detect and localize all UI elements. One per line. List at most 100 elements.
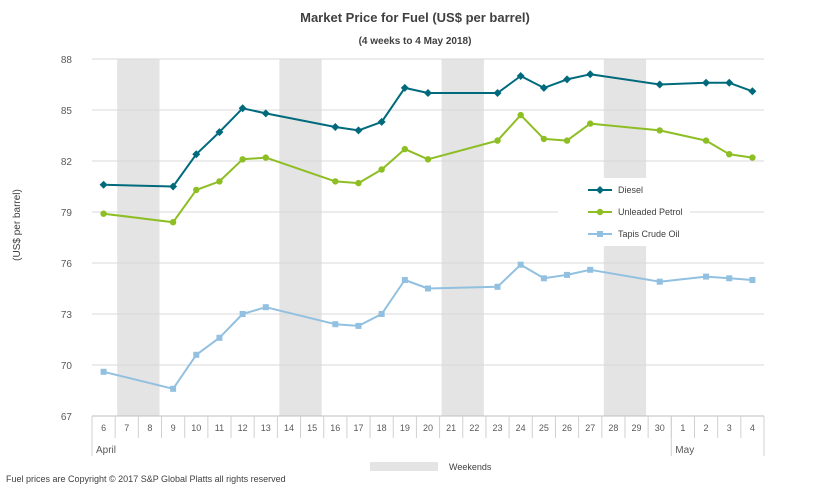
y-tick-73: 73 xyxy=(61,310,73,321)
point-tapis-crude-oil-15 xyxy=(587,266,594,273)
point-tapis-crude-oil-18 xyxy=(726,275,733,282)
point-unleaded-petrol-12 xyxy=(517,111,524,119)
point-diesel-7 xyxy=(354,126,363,135)
x-tick-15: 15 xyxy=(307,423,317,433)
point-tapis-crude-oil-4 xyxy=(239,311,246,317)
point-diesel-12 xyxy=(516,72,525,80)
point-tapis-crude-oil-11 xyxy=(494,283,501,290)
y-tick-85: 85 xyxy=(61,106,73,117)
weekend-band-2 xyxy=(441,59,484,416)
y-tick-76: 76 xyxy=(61,259,73,270)
point-tapis-crude-oil-2 xyxy=(193,351,200,358)
point-unleaded-petrol-16 xyxy=(656,127,663,134)
x-tick-25: 25 xyxy=(539,423,549,433)
x-tick-28: 28 xyxy=(608,423,618,433)
point-tapis-crude-oil-19 xyxy=(749,277,756,283)
point-unleaded-petrol-3 xyxy=(216,178,223,185)
x-tick-21: 21 xyxy=(446,423,456,433)
point-tapis-crude-oil-3 xyxy=(216,334,223,341)
point-unleaded-petrol-10 xyxy=(424,156,432,163)
x-tick-17: 17 xyxy=(353,423,363,433)
legend-label-diesel: Diesel xyxy=(618,185,643,195)
series-line-unleaded-petrol xyxy=(103,114,753,224)
legend-marker-tapis-crude-oil xyxy=(597,231,603,237)
weekends-key-label: Weekends xyxy=(449,462,492,472)
point-diesel-4 xyxy=(238,104,247,113)
month-label-april: April xyxy=(96,445,116,456)
point-diesel-10 xyxy=(424,89,432,97)
point-diesel-11 xyxy=(493,89,502,97)
y-axis-label: (US$ per barrel) xyxy=(12,189,23,261)
x-tick-13: 13 xyxy=(261,423,271,433)
legend: Diesel Unleaded Petrol Tapis Crude Oil xyxy=(558,178,690,246)
weekend-shading xyxy=(117,59,647,416)
y-tick-82: 82 xyxy=(61,157,73,168)
x-tick-26: 26 xyxy=(562,423,572,433)
x-tick-9: 9 xyxy=(171,423,176,433)
series-unleaded-petrol xyxy=(100,111,756,226)
x-tick-11: 11 xyxy=(215,423,224,433)
x-tick-27: 27 xyxy=(585,423,595,433)
point-diesel-6 xyxy=(331,123,340,131)
x-tick-20: 20 xyxy=(423,423,433,433)
chart-title: Market Price for Fuel (US$ per barrel) xyxy=(300,10,530,25)
point-tapis-crude-oil-7 xyxy=(355,322,362,329)
x-tick-6: 6 xyxy=(101,423,106,433)
x-tick-10: 10 xyxy=(191,423,201,433)
point-tapis-crude-oil-10 xyxy=(425,285,431,292)
x-tick-4: 4 xyxy=(750,423,755,433)
point-diesel-2 xyxy=(192,150,201,159)
x-tick-3: 3 xyxy=(727,423,732,433)
x-tick-1: 1 xyxy=(680,423,685,433)
point-unleaded-petrol-14 xyxy=(563,137,571,144)
x-tick-18: 18 xyxy=(377,423,387,433)
legend-marker-diesel xyxy=(596,186,604,194)
point-diesel-19 xyxy=(748,87,757,96)
point-tapis-crude-oil-14 xyxy=(564,271,571,278)
series-lines xyxy=(99,70,757,392)
y-tick-67: 67 xyxy=(61,412,73,423)
x-tick-12: 12 xyxy=(238,423,248,433)
point-unleaded-petrol-5 xyxy=(262,154,269,161)
month-label-may: May xyxy=(675,445,694,456)
y-tick-88: 88 xyxy=(61,55,73,66)
point-unleaded-petrol-15 xyxy=(587,120,594,127)
point-unleaded-petrol-6 xyxy=(332,178,339,185)
x-tick-14: 14 xyxy=(284,423,294,433)
point-tapis-crude-oil-8 xyxy=(378,311,385,317)
point-tapis-crude-oil-5 xyxy=(262,304,269,311)
series-line-diesel xyxy=(103,73,753,188)
point-unleaded-petrol-19 xyxy=(749,154,756,161)
point-diesel-3 xyxy=(215,128,224,137)
legend-marker-unleaded-petrol xyxy=(596,208,604,216)
point-diesel-5 xyxy=(261,109,270,118)
y-tick-70: 70 xyxy=(61,361,73,372)
point-diesel-16 xyxy=(655,80,664,89)
point-diesel-18 xyxy=(725,78,734,87)
point-diesel-9 xyxy=(400,83,409,92)
series-diesel xyxy=(99,70,757,191)
point-unleaded-petrol-8 xyxy=(378,166,385,173)
point-unleaded-petrol-7 xyxy=(355,179,362,187)
point-diesel-8 xyxy=(377,117,386,126)
point-unleaded-petrol-2 xyxy=(193,186,200,194)
axes: 6 7 8 9 10 11 12 13 14 15 16 17 18 19 20 21 22 23 24 25 26 27… xyxy=(91,415,765,456)
point-unleaded-petrol-13 xyxy=(540,135,548,143)
chart-subtitle: (4 weeks to 4 May 2018) xyxy=(359,36,472,47)
point-diesel-17 xyxy=(702,78,711,87)
x-tick-8: 8 xyxy=(147,423,152,433)
y-tick-79: 79 xyxy=(61,208,73,219)
series-line-tapis-crude-oil xyxy=(103,263,753,390)
point-diesel-13 xyxy=(539,83,548,92)
point-tapis-crude-oil-16 xyxy=(656,278,663,285)
x-tick-2: 2 xyxy=(704,423,709,433)
x-tick-30: 30 xyxy=(655,423,665,433)
point-unleaded-petrol-18 xyxy=(726,151,733,158)
weekend-band-0 xyxy=(117,59,160,416)
x-tick-16: 16 xyxy=(330,423,340,433)
point-tapis-crude-oil-6 xyxy=(332,321,339,328)
copyright-footer: Fuel prices are Copyright © 2017 S&P Glo… xyxy=(6,474,286,484)
weekends-key-swatch xyxy=(370,462,438,471)
point-tapis-crude-oil-17 xyxy=(703,273,710,280)
